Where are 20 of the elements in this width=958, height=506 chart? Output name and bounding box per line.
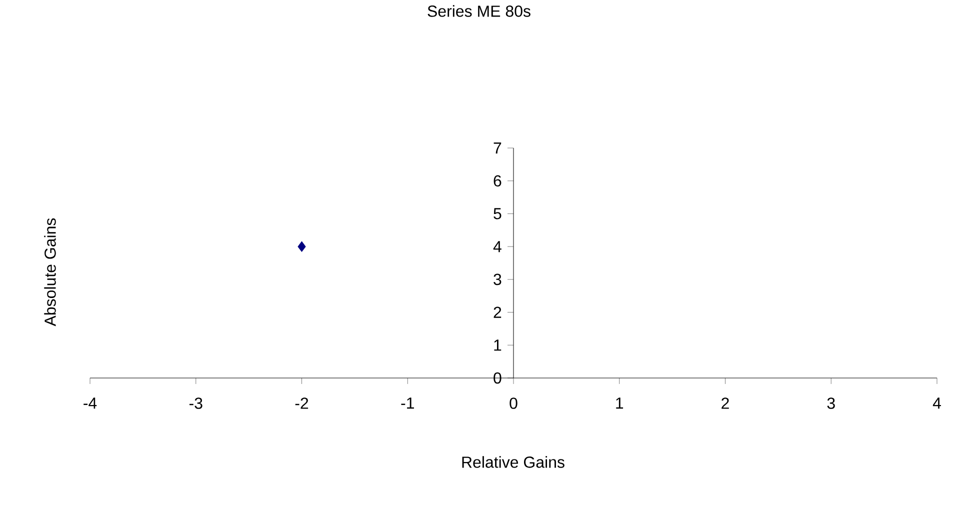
chart-title: Series ME 80s	[428, 5, 530, 17]
x-tick-label: 0	[510, 398, 518, 409]
y-tick-label: 7	[494, 142, 502, 154]
y-tick-label: 6	[494, 175, 502, 187]
x-tick-label: 2	[722, 398, 729, 409]
x-tick-label: -3	[189, 398, 202, 409]
x-tick-label: -4	[84, 398, 97, 409]
y-tick-label: 2	[494, 306, 502, 318]
y-tick-label: 3	[494, 274, 502, 286]
x-tick-label: 3	[827, 398, 835, 409]
y-tick-label: 4	[493, 241, 502, 252]
x-tick-label: 1	[616, 398, 624, 409]
y-axis-title: Absolute Gains	[44, 218, 56, 326]
y-tick-label: 0	[494, 372, 502, 384]
x-tick-label: -1	[401, 398, 414, 409]
x-tick-label: 4	[932, 398, 941, 409]
x-axis-title: Relative Gains	[462, 456, 564, 468]
x-tick-label: -2	[295, 398, 308, 409]
y-tick-label: 1	[494, 340, 502, 351]
y-tick-label: 5	[494, 208, 502, 220]
